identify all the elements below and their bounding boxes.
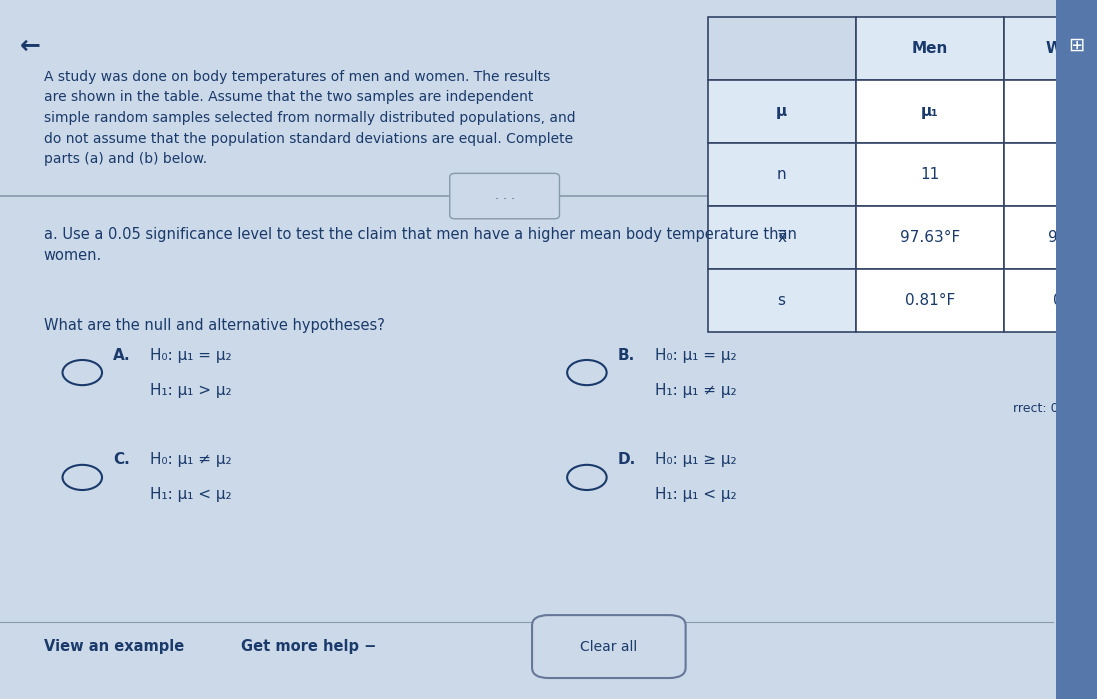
Text: x̅: x̅ [777,230,787,245]
FancyBboxPatch shape [708,143,856,206]
Text: A.: A. [113,347,131,363]
Text: Get more help −: Get more help − [241,639,376,654]
FancyBboxPatch shape [1004,269,1097,332]
Text: H₁: μ₁ > μ₂: H₁: μ₁ > μ₂ [150,382,231,398]
Text: μ₂: μ₂ [1068,104,1087,120]
FancyBboxPatch shape [856,206,1004,269]
Text: Clear all: Clear all [580,640,637,654]
Text: 0.81°F: 0.81°F [905,293,954,308]
Text: rrect: 0: rrect: 0 [1013,403,1059,415]
Text: μ₁: μ₁ [920,104,939,120]
FancyBboxPatch shape [856,17,1004,80]
Text: View an example: View an example [44,639,184,654]
Text: H₁: μ₁ < μ₂: H₁: μ₁ < μ₂ [150,487,231,503]
FancyBboxPatch shape [856,143,1004,206]
Text: Men: Men [912,41,948,57]
FancyBboxPatch shape [856,269,1004,332]
Text: H₁: μ₁ ≠ μ₂: H₁: μ₁ ≠ μ₂ [655,382,736,398]
Text: H₀: μ₁ = μ₂: H₀: μ₁ = μ₂ [655,347,736,363]
FancyBboxPatch shape [1004,80,1097,143]
Text: 0.71°F: 0.71°F [1053,293,1097,308]
FancyBboxPatch shape [1004,17,1097,80]
Text: H₁: μ₁ < μ₂: H₁: μ₁ < μ₂ [655,487,736,503]
FancyBboxPatch shape [856,80,1004,143]
Text: a. Use a 0.05 significance level to test the claim that men have a higher mean b: a. Use a 0.05 significance level to test… [44,227,796,264]
FancyBboxPatch shape [708,80,856,143]
Text: B.: B. [618,347,635,363]
Text: D.: D. [618,452,636,468]
Text: 97.63°F: 97.63°F [900,230,960,245]
FancyBboxPatch shape [450,173,559,219]
FancyBboxPatch shape [532,615,686,678]
Text: s: s [778,293,785,308]
FancyBboxPatch shape [1004,206,1097,269]
Text: C.: C. [113,452,129,468]
Text: 97.24°F: 97.24°F [1048,230,1097,245]
Text: n: n [777,167,787,182]
Text: H₀: μ₁ ≠ μ₂: H₀: μ₁ ≠ μ₂ [150,452,231,468]
FancyBboxPatch shape [1004,143,1097,206]
Text: H₀: μ₁ ≥ μ₂: H₀: μ₁ ≥ μ₂ [655,452,736,468]
FancyBboxPatch shape [1056,0,1097,699]
FancyBboxPatch shape [708,17,856,80]
Text: 59: 59 [1068,167,1087,182]
Text: H₀: μ₁ = μ₂: H₀: μ₁ = μ₂ [150,347,231,363]
Text: . . .: . . . [495,189,514,202]
Text: μ: μ [776,104,788,120]
Text: 11: 11 [920,167,939,182]
FancyBboxPatch shape [708,206,856,269]
Text: A study was done on body temperatures of men and women. The results
are shown in: A study was done on body temperatures of… [44,70,576,166]
Text: Women: Women [1045,41,1097,57]
FancyBboxPatch shape [708,269,856,332]
Text: What are the null and alternative hypotheses?: What are the null and alternative hypoth… [44,318,385,333]
Text: ⊞: ⊞ [1068,36,1084,55]
Text: ←: ← [20,34,41,57]
